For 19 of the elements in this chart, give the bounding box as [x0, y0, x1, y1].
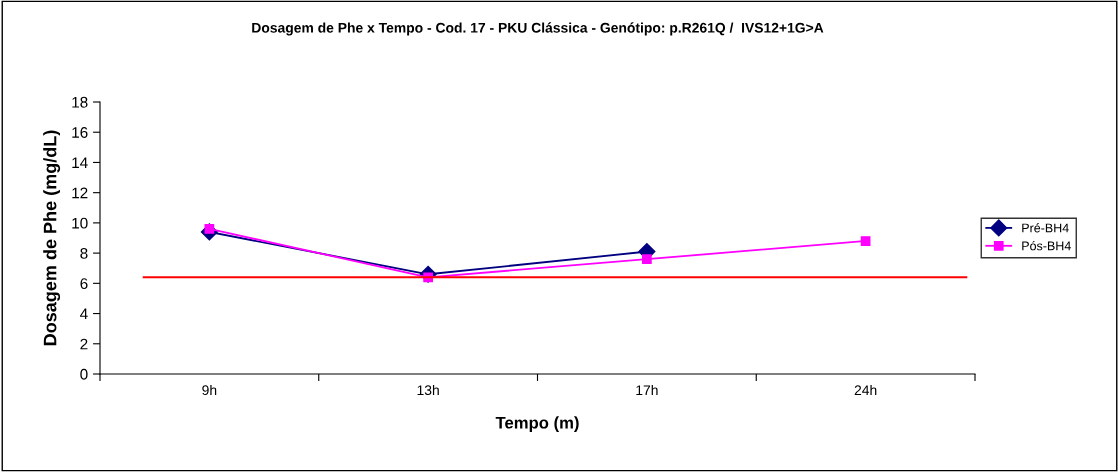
x-tick-label: 24h — [854, 384, 877, 395]
y-tick-label: 6 — [80, 278, 88, 290]
y-tick-label: 2 — [80, 338, 88, 350]
legend-label: Pós-BH4 — [1022, 240, 1071, 251]
legend-label: Pré-BH4 — [1022, 223, 1069, 233]
x-tick-label: 13h — [417, 384, 439, 396]
x-axis-title: Tempo (m) — [495, 416, 579, 432]
y-tick-label: 0 — [80, 368, 88, 380]
chart-title: Dosagem de Phe x Tempo - Cod. 17 - PKU Clássica - Genótipo: p.R261Q / IVS12+1G>A — [252, 22, 824, 36]
y-tick-label: 14 — [72, 157, 88, 168]
y-tick-label: 4 — [80, 308, 88, 320]
x-tick-label: 9h — [202, 384, 217, 396]
y-axis-title: Dosagem de Phe (mg/dL) — [43, 130, 61, 346]
y-tick-label: 18 — [72, 96, 88, 108]
y-tick-label: 8 — [80, 247, 88, 259]
y-tick-label: 16 — [72, 127, 88, 138]
x-tick-label: 17h — [636, 384, 658, 395]
y-tick-label: 12 — [72, 187, 88, 199]
y-tick-label: 10 — [72, 217, 88, 229]
